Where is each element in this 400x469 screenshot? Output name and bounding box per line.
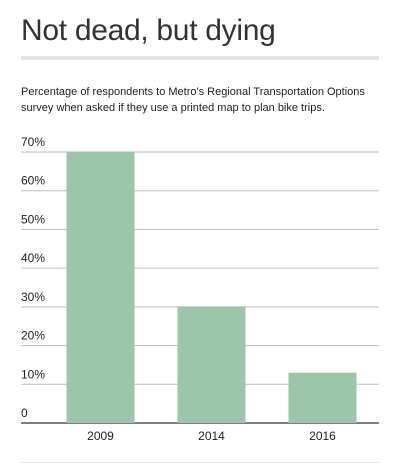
x-tick-label: 2014 [198, 429, 225, 443]
x-axis-ticks: 2009 2014 2016 [87, 429, 336, 443]
title-divider [21, 56, 379, 60]
y-tick-label: 40% [21, 251, 45, 265]
y-tick-label: 10% [21, 367, 45, 381]
bars [66, 152, 357, 423]
bar-2016 [288, 372, 357, 423]
y-tick-label: 20% [21, 329, 45, 343]
footer-divider [21, 462, 379, 463]
y-tick-label: 30% [21, 290, 45, 304]
y-tick-label: 60% [21, 174, 45, 188]
chart-subtitle: Percentage of respondents to Metro's Reg… [21, 86, 365, 114]
bar-2009 [66, 152, 135, 423]
y-tick-label: 0 [21, 406, 28, 420]
x-tick-label: 2016 [309, 429, 336, 443]
y-tick-label: 50% [21, 212, 45, 226]
y-axis-ticks: 0 10% 20% 30% 40% 50% 60% 70% [21, 135, 45, 420]
bar-2014 [177, 306, 246, 423]
x-tick-label: 2009 [87, 429, 114, 443]
chart-title: Not dead, but dying [21, 14, 276, 47]
y-tick-label: 70% [21, 135, 45, 149]
